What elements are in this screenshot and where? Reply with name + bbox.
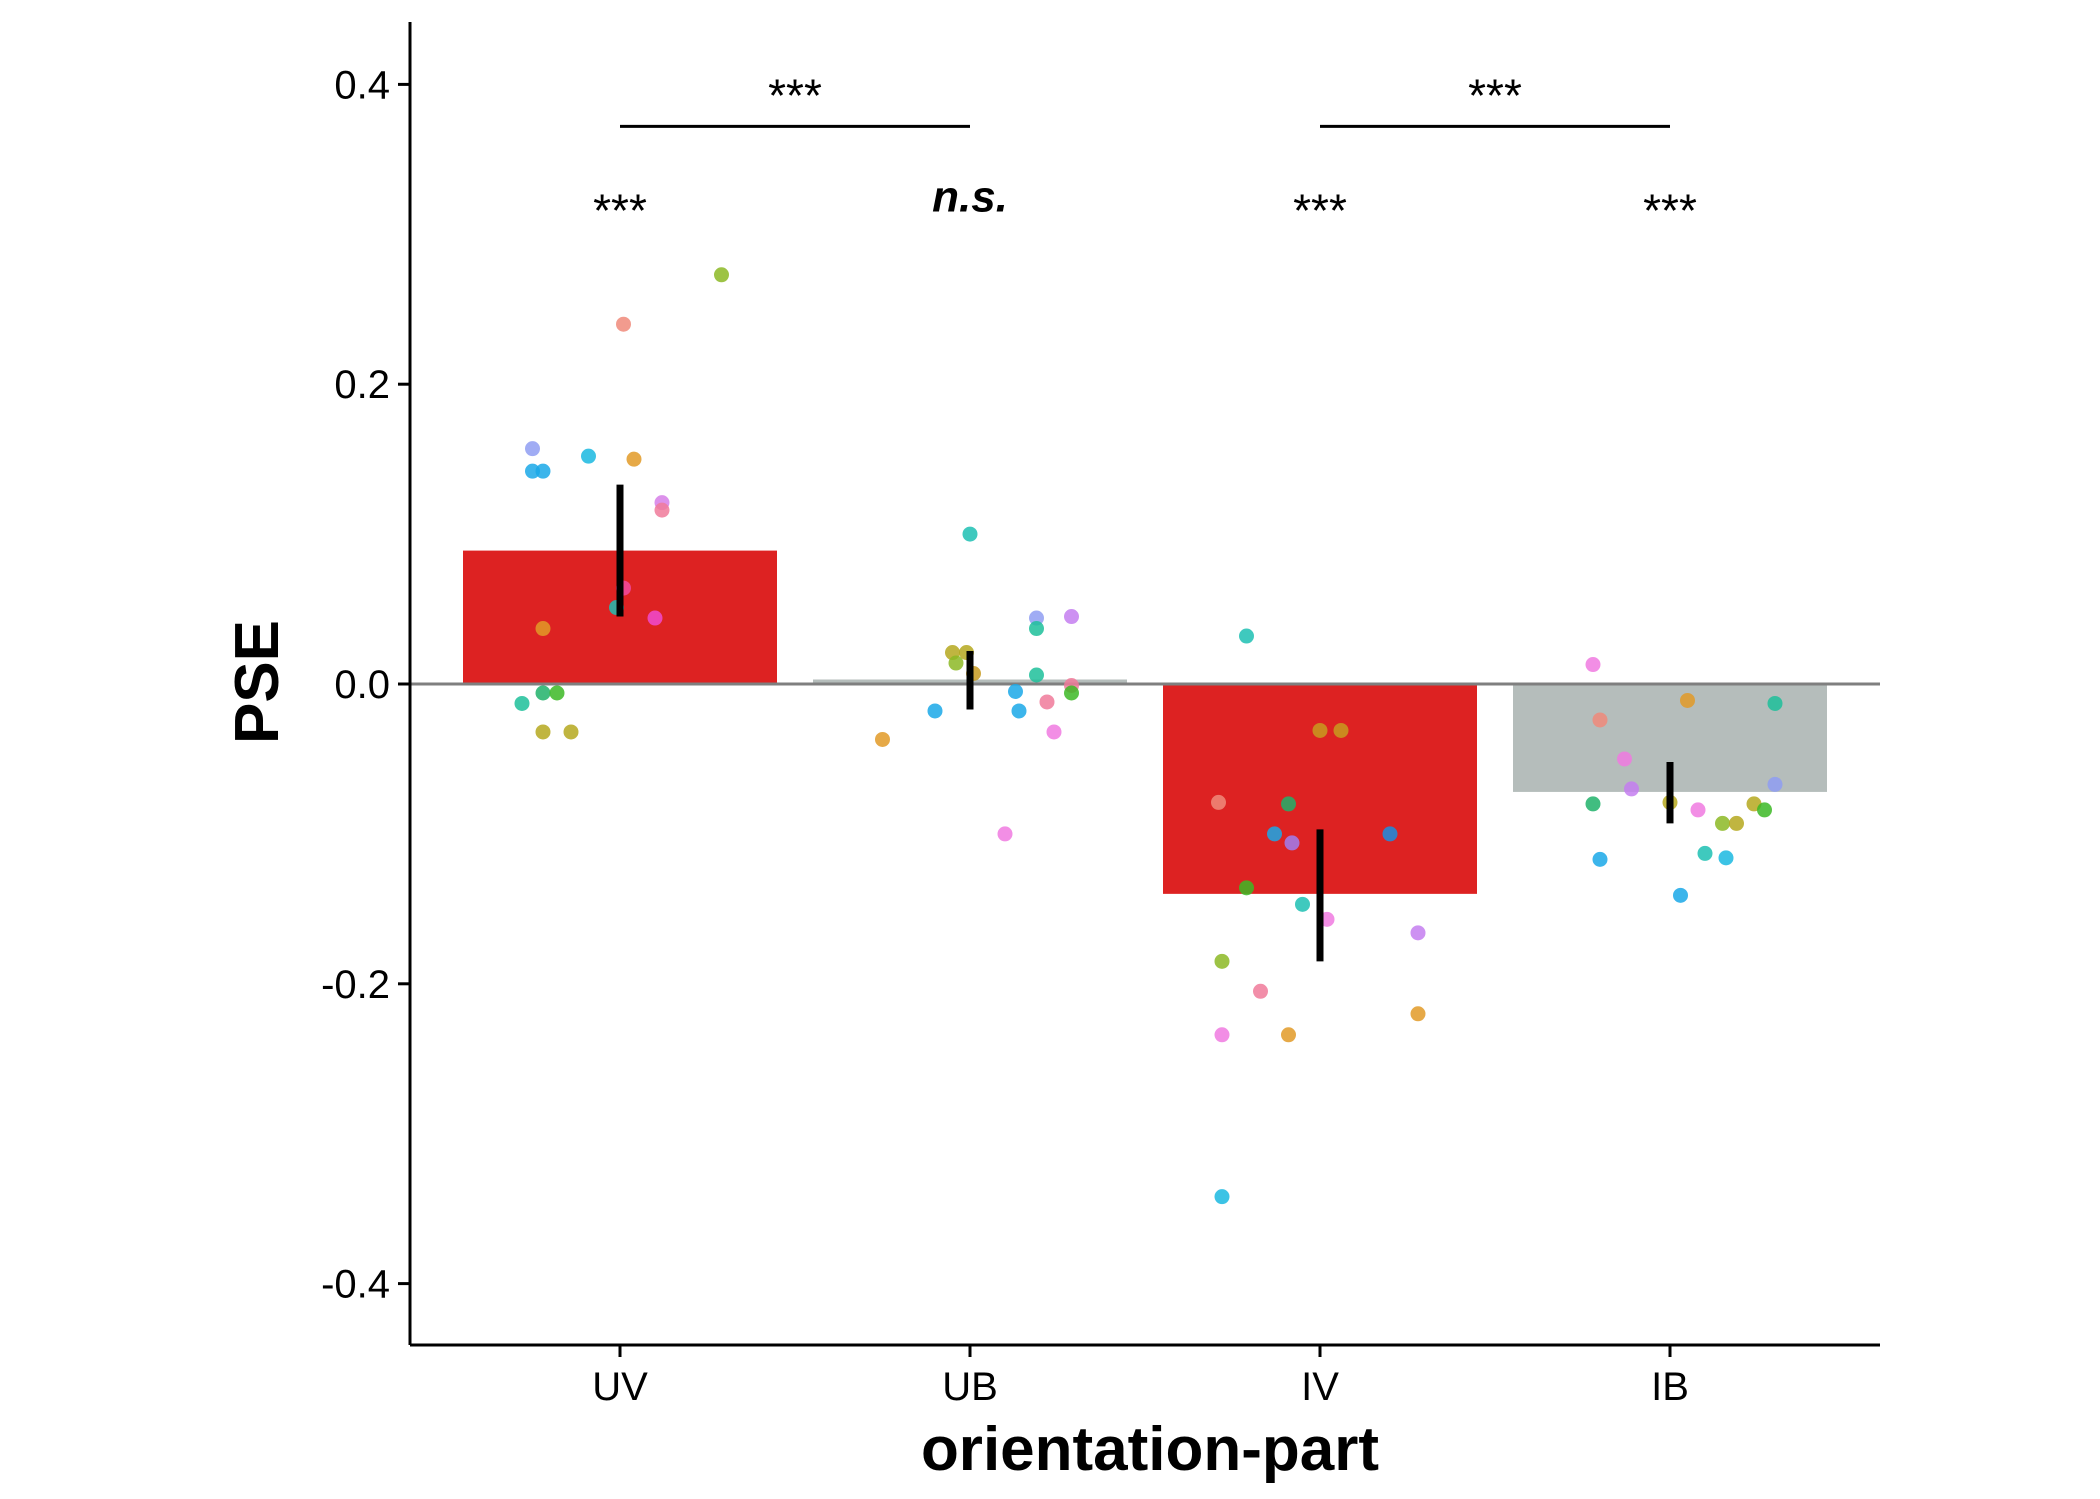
data-point-uv-17 xyxy=(654,502,670,518)
data-point-iv-13 xyxy=(1312,722,1328,738)
data-point-ub-1 xyxy=(875,731,890,747)
x-tick-label-uv: UV xyxy=(592,1365,648,1409)
data-point-iv-6 xyxy=(1239,880,1254,896)
comparison-label-iv-ib: *** xyxy=(1468,69,1522,121)
data-point-ib-4 xyxy=(1592,851,1608,867)
significance-label-iv: *** xyxy=(1293,184,1347,236)
data-point-ib-17 xyxy=(1767,695,1783,711)
x-axis-title: orientation-part xyxy=(921,1415,1379,1484)
data-point-iv-18 xyxy=(1410,1006,1426,1022)
data-point-ub-16 xyxy=(1064,609,1079,625)
bars-layer xyxy=(463,550,1827,894)
data-point-ub-12 xyxy=(1029,621,1044,637)
points-layer xyxy=(514,267,1783,1205)
data-point-ib-14 xyxy=(1729,815,1744,831)
data-point-uv-4 xyxy=(535,463,551,479)
data-point-iv-11 xyxy=(1284,835,1300,851)
data-point-uv-7 xyxy=(549,685,565,701)
data-point-ib-6 xyxy=(1624,781,1639,797)
data-point-ib-2 xyxy=(1585,657,1601,673)
data-point-uv-15 xyxy=(647,610,663,626)
data-point-ib-5 xyxy=(1617,751,1632,767)
data-point-iv-12 xyxy=(1295,896,1310,912)
comparison-label-uv-ub: *** xyxy=(768,69,822,121)
data-point-iv-8 xyxy=(1267,826,1282,842)
data-point-uv-18 xyxy=(714,267,729,283)
data-point-uv-2 xyxy=(525,441,540,457)
data-point-iv-15 xyxy=(1333,722,1349,738)
data-point-ub-8 xyxy=(997,826,1013,842)
data-point-ib-1 xyxy=(1585,796,1601,812)
y-tick-label: 0.0 xyxy=(334,663,390,707)
data-point-iv-2 xyxy=(1214,953,1230,969)
data-point-iv-7 xyxy=(1253,983,1268,999)
data-point-ub-15 xyxy=(1046,724,1062,740)
y-tick-label: -0.2 xyxy=(321,963,390,1007)
data-point-uv-9 xyxy=(563,724,579,740)
significance-label-ib: *** xyxy=(1643,184,1697,236)
data-point-uv-14 xyxy=(626,451,642,467)
data-point-ib-12 xyxy=(1715,815,1730,831)
x-tick-label-iv: IV xyxy=(1301,1365,1339,1409)
data-point-ub-4 xyxy=(948,655,964,671)
data-point-ib-18 xyxy=(1767,776,1783,792)
data-point-ib-8 xyxy=(1673,887,1688,903)
data-point-ib-9 xyxy=(1680,692,1695,708)
data-point-uv-12 xyxy=(616,316,631,332)
data-point-iv-9 xyxy=(1281,1027,1296,1043)
data-point-ib-11 xyxy=(1697,845,1713,861)
data-point-ib-16 xyxy=(1757,802,1772,818)
y-tick-label: -0.4 xyxy=(321,1263,390,1307)
data-point-ib-3 xyxy=(1592,712,1608,728)
significance-label-ub: n.s. xyxy=(932,172,1008,221)
data-point-uv-10 xyxy=(581,448,596,464)
data-point-iv-3 xyxy=(1214,1027,1230,1043)
data-point-ub-7 xyxy=(962,526,978,542)
significance-layer: *** n.s. *** *** *** *** xyxy=(593,69,1697,236)
axes-layer: 0.4 0.2 0.0 -0.2 -0.4 UV UB IV IB xyxy=(321,22,1880,1409)
data-point-ub-9 xyxy=(1008,683,1023,699)
data-point-uv-1 xyxy=(514,695,530,711)
data-point-iv-1 xyxy=(1211,794,1226,810)
data-point-ub-18 xyxy=(1064,685,1079,701)
data-point-iv-17 xyxy=(1410,925,1426,941)
x-tick-label-ub: UB xyxy=(942,1365,998,1409)
data-point-ub-10 xyxy=(1011,703,1027,719)
y-tick-label: 0.4 xyxy=(334,63,390,107)
data-point-uv-5 xyxy=(535,621,551,637)
y-axis-title: PSE xyxy=(223,620,292,744)
significance-label-uv: *** xyxy=(593,184,647,236)
data-point-ub-11 xyxy=(1029,610,1044,626)
data-point-ib-10 xyxy=(1690,802,1706,818)
data-point-uv-3 xyxy=(525,463,540,479)
error-bars-layer xyxy=(616,484,1674,962)
y-tick-label: 0.2 xyxy=(334,363,390,407)
data-point-ub-14 xyxy=(1039,694,1055,710)
data-point-ub-13 xyxy=(1029,667,1044,683)
x-tick-label-ib: IB xyxy=(1651,1365,1689,1409)
data-point-uv-8 xyxy=(535,724,551,740)
data-point-iv-10 xyxy=(1281,796,1296,812)
data-point-ub-2 xyxy=(927,703,943,719)
data-point-iv-16 xyxy=(1382,826,1398,842)
data-point-uv-6 xyxy=(535,685,551,701)
data-point-ib-13 xyxy=(1718,850,1734,866)
data-point-iv-4 xyxy=(1214,1189,1230,1205)
data-point-iv-5 xyxy=(1239,628,1254,644)
